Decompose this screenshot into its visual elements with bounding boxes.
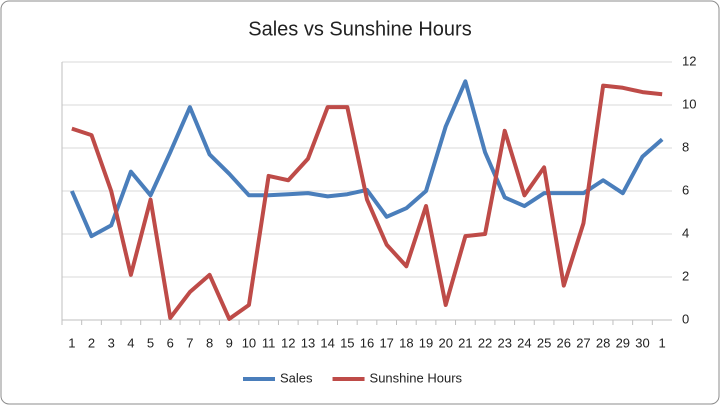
x-tick-label: 28 — [596, 335, 610, 350]
x-tick-label: 4 — [127, 335, 134, 350]
x-tick-label: 14 — [320, 335, 334, 350]
y-tick-label: 4 — [682, 225, 689, 240]
x-tick-label: 2 — [88, 335, 95, 350]
x-tick-label: 7 — [186, 335, 193, 350]
chart-title: Sales vs Sunshine Hours — [248, 18, 471, 40]
x-tick-label: 3 — [108, 335, 115, 350]
legend-label: Sales — [280, 370, 313, 385]
x-tick-label: 20 — [438, 335, 452, 350]
y-tick-label: 2 — [682, 268, 689, 283]
x-tick-label: 1 — [68, 335, 75, 350]
y-tick-label: 12 — [682, 53, 696, 68]
y-tick-label: 8 — [682, 139, 689, 154]
x-tick-label: 6 — [167, 335, 174, 350]
x-tick-label: 27 — [576, 335, 590, 350]
x-tick-label: 21 — [458, 335, 472, 350]
x-tick-label: 8 — [206, 335, 213, 350]
x-tick-label: 29 — [616, 335, 630, 350]
x-tick-label: 18 — [399, 335, 413, 350]
x-tick-label: 22 — [478, 335, 492, 350]
x-tick-label: 17 — [379, 335, 393, 350]
x-tick-label: 10 — [242, 335, 256, 350]
series-line — [70, 79, 664, 239]
x-tick-label: 11 — [262, 335, 276, 350]
x-tick-label: 13 — [301, 335, 315, 350]
x-tick-label: 12 — [281, 335, 295, 350]
x-tick-label: 30 — [635, 335, 649, 350]
x-tick-label: 16 — [360, 335, 374, 350]
x-tick-label: 9 — [226, 335, 233, 350]
legend-label: Sunshine Hours — [370, 370, 463, 385]
x-tick-label: 1 — [659, 335, 666, 350]
x-tick-label: 5 — [147, 335, 154, 350]
series-line — [71, 83, 663, 321]
x-tick-label: 24 — [517, 335, 531, 350]
y-tick-label: 6 — [682, 182, 689, 197]
y-tick-label: 0 — [682, 311, 689, 326]
y-tick-label: 10 — [682, 96, 696, 111]
x-tick-label: 25 — [537, 335, 551, 350]
x-tick-label: 26 — [557, 335, 571, 350]
x-tick-label: 15 — [340, 335, 354, 350]
x-tick-label: 19 — [419, 335, 433, 350]
x-tick-label: 23 — [498, 335, 512, 350]
